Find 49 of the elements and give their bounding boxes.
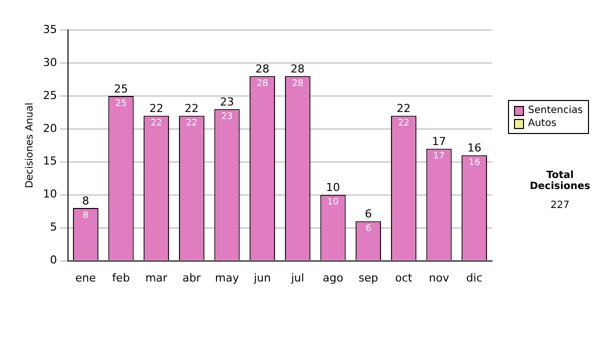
x-tick-label: abr (182, 271, 202, 284)
legend-label: Sentencias (528, 104, 583, 117)
x-tick-label: mar (145, 271, 168, 284)
y-tick-label: 30 (42, 56, 57, 69)
total-label: 23 (220, 95, 234, 108)
data-label: 22 (398, 118, 410, 129)
total-label: 6 (364, 208, 372, 221)
x-tick-label: sep (358, 271, 378, 284)
data-label: 22 (150, 118, 162, 129)
x-tick-label: feb (112, 271, 130, 284)
x-tick-label: ene (75, 271, 96, 284)
y-tick-label: 20 (42, 122, 57, 135)
y-tick-label: 0 (50, 254, 57, 267)
y-tick-label: 35 (42, 22, 57, 36)
data-label: 17 (433, 152, 445, 162)
total-label: 17 (432, 135, 446, 148)
total-label: 10 (326, 181, 340, 194)
text: Total Decisiones (528, 170, 592, 192)
x-tick-label: dic (466, 271, 482, 284)
y-axis-title: Decisiones Anual (24, 102, 36, 188)
x-tick-label: nov (428, 271, 450, 284)
total-label: 28 (290, 62, 305, 76)
y-tick-label: 10 (42, 188, 57, 201)
legend-label: Autos (528, 117, 556, 130)
data-label: 22 (186, 118, 198, 129)
y-tick-label: 15 (42, 154, 57, 168)
data-label: 23 (221, 112, 233, 122)
data-label: 8 (82, 210, 89, 221)
data-label: 16 (468, 158, 480, 168)
total-label: 22 (396, 102, 411, 116)
data-label: 25 (115, 98, 127, 109)
y-tick-label: 25 (42, 88, 57, 102)
x-tick-label: may (215, 271, 240, 284)
total-label: 8 (82, 194, 90, 208)
total-label: 28 (255, 62, 270, 76)
total-label: 22 (149, 102, 164, 116)
text: 227 (549, 200, 571, 211)
data-label: 28 (292, 79, 304, 90)
total-label: 25 (114, 82, 128, 96)
data-label: 10 (327, 198, 339, 208)
x-tick-label: oct (395, 271, 413, 284)
y-tick-label: 5 (50, 220, 57, 234)
total-label: 22 (184, 102, 199, 116)
total-label: 16 (467, 142, 482, 155)
x-tick-label: ago (322, 271, 344, 284)
x-tick-label: jun (252, 271, 271, 284)
data-label: 28 (256, 79, 268, 90)
x-tick-label: jul (290, 271, 304, 284)
data-label: 6 (365, 224, 372, 234)
